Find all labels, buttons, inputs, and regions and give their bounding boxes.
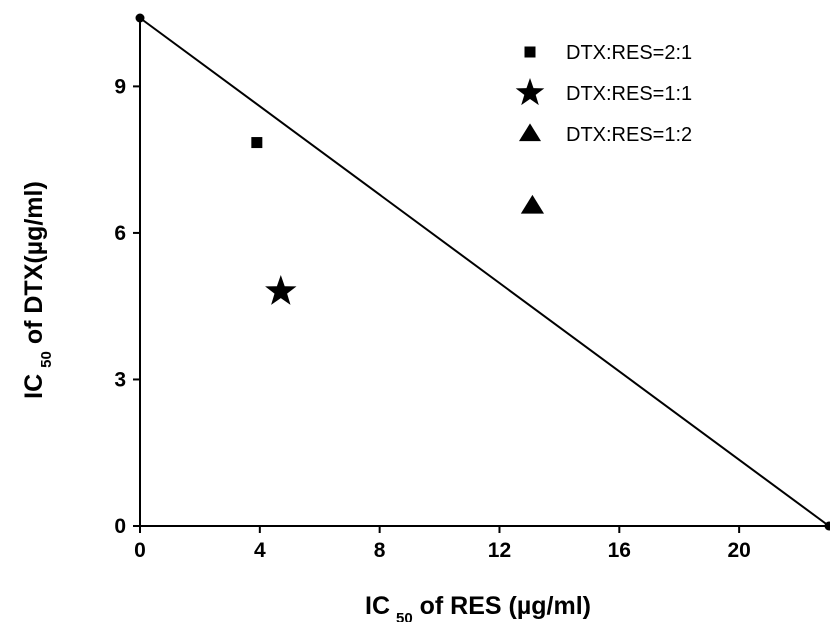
x-tick-label: 4 bbox=[254, 539, 266, 562]
y-tick-label: 0 bbox=[114, 515, 126, 538]
x-axis-title-subscript: 50 bbox=[396, 610, 413, 622]
x-tick-label: 20 bbox=[727, 539, 750, 562]
y-axis-title: IC 50 of DTX(µg/ml) bbox=[20, 181, 55, 399]
ticks: 0 4 8 12 16 20 0 3 6 9 bbox=[114, 75, 750, 562]
x-tick-label: 8 bbox=[374, 539, 386, 562]
y-axis-title-subscript: 50 bbox=[38, 351, 55, 368]
isobole-endpoint bbox=[135, 13, 145, 23]
x-axis-title: IC 50 of RES (µg/ml) bbox=[365, 592, 591, 622]
x-tick-label: 16 bbox=[608, 539, 631, 562]
y-axis-title-prefix: IC bbox=[20, 374, 48, 399]
legend-label: DTX:RES=1:1 bbox=[566, 83, 692, 105]
legend-label: DTX:RES=1:2 bbox=[566, 124, 692, 146]
y-axis-title-suffix: of DTX(µg/ml) bbox=[20, 181, 48, 351]
data-point-triangle bbox=[520, 194, 545, 214]
legend-marker-square bbox=[524, 46, 536, 58]
y-tick-label: 3 bbox=[114, 368, 126, 391]
legend-marker-star bbox=[515, 78, 545, 106]
data-point-star bbox=[265, 275, 297, 305]
isobole-line-group bbox=[135, 13, 830, 531]
isobole-line bbox=[139, 17, 830, 527]
legend-marker-triangle bbox=[518, 123, 542, 142]
x-tick-label: 12 bbox=[488, 539, 511, 562]
x-axis-title-suffix: of RES (µg/ml) bbox=[413, 592, 591, 620]
isobole-endpoint bbox=[824, 521, 830, 531]
data-points bbox=[251, 137, 545, 305]
y-tick-label: 9 bbox=[114, 75, 126, 98]
y-tick-label: 6 bbox=[114, 222, 126, 245]
x-tick-label: 0 bbox=[134, 539, 146, 562]
legend-label: DTX:RES=2:1 bbox=[566, 42, 692, 64]
legend: DTX:RES=2:1 DTX:RES=1:1 DTX:RES=1:2 bbox=[515, 42, 692, 146]
x-axis-title-prefix: IC bbox=[365, 592, 390, 620]
axes bbox=[139, 18, 829, 527]
data-point-square bbox=[251, 137, 263, 149]
